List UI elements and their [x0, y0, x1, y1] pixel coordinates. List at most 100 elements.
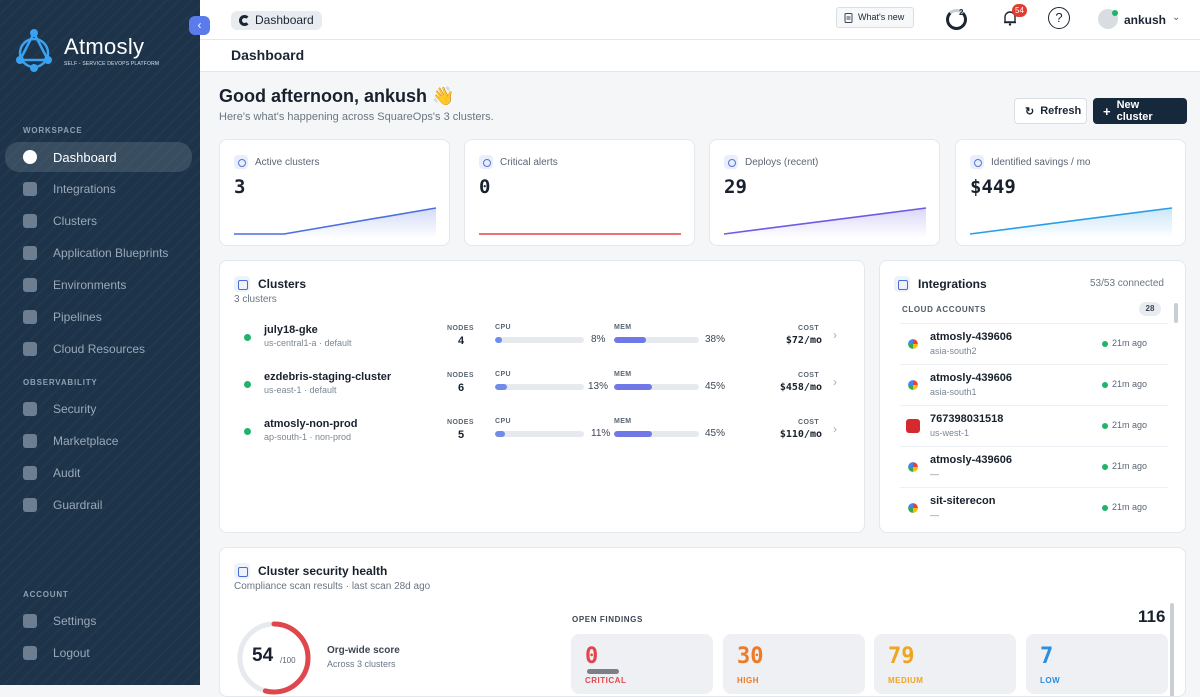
brand-logo[interactable]: Atmosly SELF - SERVICE DEVOPS PLATFORM — [12, 28, 192, 78]
kpi-critical-alerts[interactable]: Critical alerts 0 — [464, 139, 695, 246]
scrollbar[interactable] — [1174, 303, 1178, 323]
finding-low[interactable]: 7 LOW — [1026, 634, 1168, 694]
user-menu[interactable]: ankush ⌄ — [1098, 9, 1180, 31]
cpu-bar-fill — [495, 431, 505, 437]
kpi-label-row: Identified savings / mo — [970, 155, 1091, 169]
chevron-left-icon: ‹ — [197, 18, 202, 32]
cost-label: COST — [798, 419, 820, 426]
atmosly-logo-icon — [16, 29, 52, 72]
new-cluster-button[interactable]: + New cluster — [1093, 98, 1187, 124]
status-dot — [1102, 464, 1108, 470]
nodes-label: NODES — [447, 325, 474, 332]
cluster-row[interactable]: july18-gke us-central1-a · default NODES… — [220, 319, 865, 365]
sparkline — [234, 207, 437, 238]
section-workspace: WORKSPACE — [23, 126, 83, 135]
status-dot — [244, 334, 251, 341]
integration-name: atmosly-439606 — [930, 372, 1012, 384]
sidebar-item-integrations[interactable]: Integrations — [5, 174, 192, 204]
pipelines-icon — [23, 310, 37, 324]
integration-row[interactable]: sit-siterecon — 21m ago — [900, 487, 1168, 528]
kpi-label: Active clusters — [255, 156, 320, 168]
sidebar-item-label: Logout — [53, 646, 90, 660]
cpu-bar — [495, 337, 584, 343]
kpi-label-row: Critical alerts — [479, 155, 558, 169]
integration-name: atmosly-439606 — [930, 454, 1012, 466]
breadcrumb[interactable]: Dashboard — [231, 11, 322, 30]
sidebar-item-audit[interactable]: Audit — [5, 458, 192, 488]
brand-tagline: SELF - SERVICE DEVOPS PLATFORM — [64, 61, 160, 67]
section-account: ACCOUNT — [23, 590, 69, 599]
whats-new-button[interactable]: What's new — [836, 7, 914, 28]
integration-row[interactable]: 767398031518 us-west-1 21m ago — [900, 405, 1168, 446]
section-observability: OBSERVABILITY — [23, 378, 98, 387]
refresh-icon: ↻ — [1025, 105, 1035, 118]
eye-icon — [234, 155, 248, 169]
finding-critical[interactable]: 0 CRITICAL — [571, 634, 713, 694]
sidebar-item-label: Guardrail — [53, 498, 103, 512]
cpu-percent: 8% — [591, 334, 606, 345]
finding-bar — [587, 669, 619, 674]
integrations-title: Integrations — [918, 277, 987, 291]
nodes-label: NODES — [447, 419, 474, 426]
mem-label: MEM — [614, 418, 632, 425]
cluster-row[interactable]: ezdebris-staging-cluster us-east-1 · def… — [220, 366, 865, 412]
sidebar-item-dashboard[interactable]: Dashboard — [5, 142, 192, 172]
plus-icon: + — [1103, 103, 1111, 119]
refresh-button[interactable]: ↻ Refresh — [1014, 98, 1087, 124]
sidebar-item-application-blueprints[interactable]: Application Blueprints — [5, 238, 192, 268]
finding-label: CRITICAL — [585, 676, 627, 685]
help-icon[interactable]: ? — [1048, 7, 1070, 29]
sidebar-item-label: Security — [53, 402, 97, 416]
bell-icon[interactable] — [1002, 10, 1018, 26]
finding-medium[interactable]: 79 MEDIUM — [874, 634, 1016, 694]
integrations-connected: 53/53 connected — [1090, 278, 1164, 289]
cluster-row[interactable]: atmosly-non-prod ap-south-1 · non-prod N… — [220, 413, 865, 459]
sidebar-item-cloud-resources[interactable]: Cloud Resources — [5, 334, 192, 364]
cpu-bar-fill — [495, 384, 507, 390]
sidebar-item-pipelines[interactable]: Pipelines — [5, 302, 192, 332]
clusters-title-row: Clusters — [234, 276, 306, 292]
cloud-resources-icon — [23, 342, 37, 356]
finding-high[interactable]: 30 HIGH — [723, 634, 865, 694]
integration-row[interactable]: atmosly-439606 — 21m ago — [900, 446, 1168, 487]
mem-percent: 38% — [705, 334, 726, 345]
finding-count: 7 — [1040, 644, 1054, 669]
integrations-card: Integrations 53/53 connected CLOUD ACCOU… — [879, 260, 1186, 533]
integration-row[interactable]: atmosly-439606 asia-south1 21m ago — [900, 364, 1168, 405]
chevron-right-icon: › — [833, 375, 837, 389]
sidebar-item-clusters[interactable]: Clusters — [5, 206, 192, 236]
kpi-identified-savings[interactable]: Identified savings / mo $449 — [955, 139, 1186, 246]
cpu-percent: 11% — [591, 428, 611, 439]
integration-row[interactable]: atmosly-439606 asia-south2 21m ago — [900, 323, 1168, 364]
cluster-cost: $458/mo — [779, 382, 822, 393]
cluster-icon — [234, 276, 250, 292]
cpu-label: CPU — [495, 418, 511, 425]
integrations-title-row: Integrations — [894, 276, 987, 292]
kpi-active-clusters[interactable]: Active clusters 3 — [219, 139, 450, 246]
sidebar-item-guardrail[interactable]: Guardrail — [5, 490, 192, 520]
integration-region: — — [930, 510, 939, 520]
tasks-count: 2 — [959, 8, 964, 17]
scrollbar[interactable] — [1170, 603, 1174, 696]
kpi-deploys[interactable]: Deploys (recent) 29 — [709, 139, 940, 246]
mem-label: MEM — [614, 371, 632, 378]
sidebar-item-security[interactable]: Security — [5, 394, 192, 424]
sidebar-item-settings[interactable]: Settings — [5, 606, 192, 636]
kpi-label: Deploys (recent) — [745, 156, 819, 168]
sidebar-item-logout[interactable]: Logout — [5, 638, 192, 668]
status-dot — [244, 381, 251, 388]
chevron-right-icon: › — [833, 422, 837, 436]
gcp-icon — [908, 380, 918, 390]
integration-time: 21m ago — [1112, 338, 1148, 348]
blueprint-icon — [23, 246, 37, 260]
kpi-value: 3 — [234, 176, 246, 198]
sidebar-item-environments[interactable]: Environments — [5, 270, 192, 300]
cloud-icon — [23, 278, 37, 292]
tasks-progress-icon[interactable] — [946, 9, 967, 30]
cloud-accounts-label: CLOUD ACCOUNTS — [902, 305, 987, 314]
cpu-label: CPU — [495, 371, 511, 378]
deploy-icon — [724, 155, 738, 169]
user-name: ankush — [1124, 13, 1167, 27]
collapse-sidebar-button[interactable]: ‹ — [189, 16, 210, 35]
sidebar-item-marketplace[interactable]: Marketplace — [5, 426, 192, 456]
